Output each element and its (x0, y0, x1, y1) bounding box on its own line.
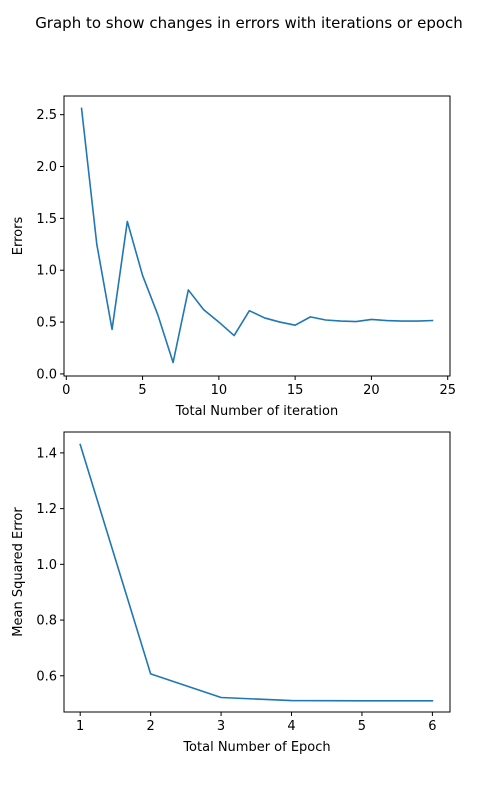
iterations-x-tick-label: 5 (138, 383, 146, 398)
iterations-y-tick-label: 1.0 (36, 264, 57, 279)
chart-epochs: 1 2 3 4 5 6 0.6 0.8 1.0 1.2 1.4 Total Number of Epo… (11, 431, 451, 755)
epochs-x-tick-label: 5 (358, 719, 366, 734)
iterations-y-tick-label: 2.0 (36, 160, 57, 175)
epochs-series-line (79, 443, 434, 702)
epochs-x-tick-label: 4 (287, 719, 295, 734)
epochs-y-tick-label: 0.6 (36, 669, 57, 684)
epochs-x-tick-label: 6 (428, 719, 436, 734)
iterations-x-tick-label: 20 (363, 383, 380, 398)
chart-iterations: 0 5 10 15 20 25 0.0 0.5 1.0 1.5 2.0 2.5 Total Number… (11, 95, 456, 419)
epochs-y-tick-label: 1.0 (36, 558, 57, 573)
iterations-x-tick-label: 15 (287, 383, 304, 398)
iterations-y-tick-label: 1.5 (36, 212, 57, 227)
iterations-y-tick-label: 2.5 (36, 108, 57, 123)
epochs-x-tick-label: 3 (217, 719, 225, 734)
epochs-y-tick-label: 1.2 (36, 502, 57, 517)
iterations-x-axis-label: Total Number of iteration (175, 404, 338, 419)
iterations-axes-frame (63, 95, 451, 377)
figure-title: Graph to show changes in errors with ite… (35, 14, 463, 32)
iterations-y-tick-label: 0.0 (36, 367, 57, 382)
iterations-series-line (80, 107, 434, 364)
epochs-y-tick-label: 1.4 (36, 446, 57, 461)
iterations-x-tick-label: 10 (211, 383, 228, 398)
epochs-x-tick-label: 2 (146, 719, 154, 734)
iterations-x-tick-label: 25 (439, 383, 456, 398)
epochs-y-axis-label: Mean Squared Error (11, 507, 26, 637)
epochs-x-axis-label: Total Number of Epoch (182, 740, 330, 755)
epochs-x-tick-label: 1 (76, 719, 84, 734)
iterations-y-tick-label: 0.5 (36, 316, 57, 331)
iterations-y-axis-label: Errors (11, 217, 26, 256)
epochs-axes-frame (63, 431, 451, 713)
iterations-x-tick-label: 0 (62, 383, 70, 398)
epochs-y-tick-label: 0.8 (36, 614, 57, 629)
